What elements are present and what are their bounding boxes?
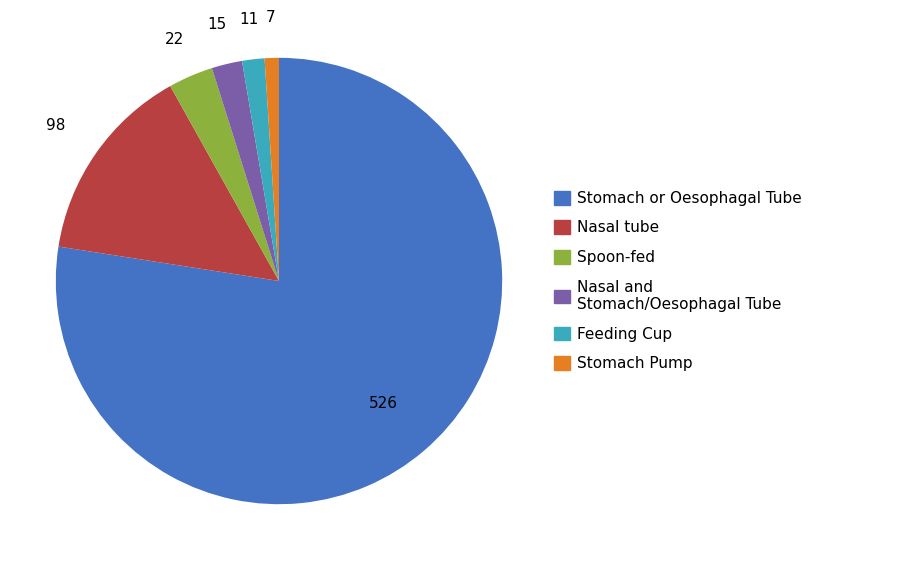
Legend: Stomach or Oesophagal Tube, Nasal tube, Spoon-fed, Nasal and
Stomach/Oesophagal : Stomach or Oesophagal Tube, Nasal tube, … [554,191,802,371]
Wedge shape [58,86,279,281]
Text: 11: 11 [239,12,258,27]
Text: 526: 526 [369,396,398,411]
Text: 7: 7 [266,10,275,25]
Wedge shape [56,58,502,504]
Wedge shape [212,61,279,281]
Wedge shape [265,58,279,281]
Wedge shape [242,58,279,281]
Text: 15: 15 [208,17,227,33]
Wedge shape [170,68,279,281]
Text: 22: 22 [165,31,184,47]
Text: 98: 98 [46,118,65,133]
